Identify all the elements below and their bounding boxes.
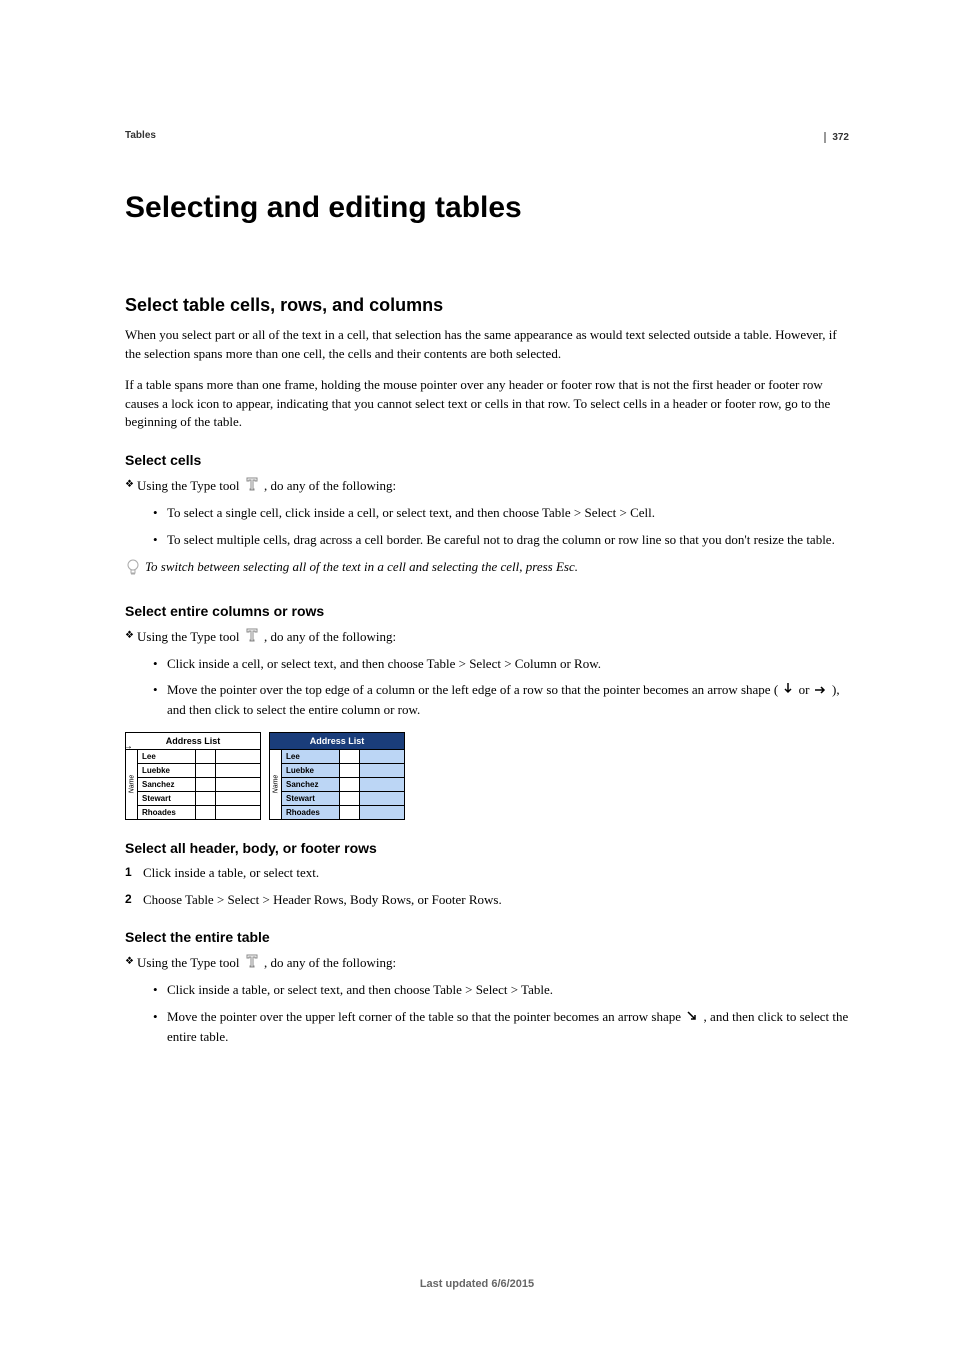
breadcrumb: Tables	[125, 130, 849, 141]
list-text: Using the Type tool , do any of the foll…	[137, 627, 396, 649]
mini-table-header-selected: Address List	[270, 733, 404, 750]
tip-text: To switch between selecting all of the t…	[145, 558, 578, 577]
bullet-icon: •	[153, 655, 167, 674]
list-text: Using the Type tool , do any of the foll…	[137, 476, 396, 498]
mini-cell: Stewart	[282, 792, 340, 805]
list-text: Using the Type tool , do any of the foll…	[137, 953, 396, 975]
type-tool-icon	[245, 476, 259, 498]
type-tool-icon	[245, 627, 259, 649]
mini-cell: Rhoades	[282, 806, 340, 819]
diamond-bullet-icon: ❖	[125, 629, 137, 644]
mini-table-after: Address List Name Lee Luebke Sanchez Ste…	[269, 732, 405, 820]
mini-cell: Luebke	[138, 764, 196, 777]
mini-cell: Luebke	[282, 764, 340, 777]
subsection-heading: Select all header, body, or footer rows	[125, 840, 849, 856]
arrow-diagonal-icon	[686, 1009, 698, 1028]
mini-side-label: Name	[128, 775, 135, 794]
list-text: Move the pointer over the top edge of a …	[167, 681, 849, 719]
bullet-icon: •	[153, 981, 167, 1000]
figure-column-selection: → Address List Name Lee Luebke Sanchez S…	[125, 732, 849, 820]
page-footer: Last updated 6/6/2015	[0, 1278, 954, 1290]
page-title: Selecting and editing tables	[125, 191, 849, 225]
list-text: To select multiple cells, drag across a …	[167, 531, 835, 550]
paragraph: If a table spans more than one frame, ho…	[125, 376, 849, 433]
mini-cell: Sanchez	[282, 778, 340, 791]
step-text: Click inside a table, or select text.	[143, 864, 319, 883]
step-number: 2	[125, 891, 143, 908]
mini-table-header: Address List	[126, 733, 260, 750]
type-tool-icon	[245, 953, 259, 975]
diamond-bullet-icon: ❖	[125, 478, 137, 493]
mini-side-label: Name	[272, 775, 279, 794]
step-number: 1	[125, 864, 143, 881]
lightbulb-icon	[125, 558, 145, 583]
page-number: 372	[824, 132, 849, 143]
arrow-right-icon	[815, 682, 827, 701]
arrow-down-icon	[783, 682, 793, 701]
list-text: Click inside a table, or select text, an…	[167, 981, 553, 1000]
bullet-icon: •	[153, 681, 167, 700]
subsection-heading: Select cells	[125, 452, 849, 468]
list-text: Click inside a cell, or select text, and…	[167, 655, 601, 674]
mini-cell: Stewart	[138, 792, 196, 805]
subsection-heading: Select entire columns or rows	[125, 603, 849, 619]
bullet-icon: •	[153, 504, 167, 523]
list-text: To select a single cell, click inside a …	[167, 504, 655, 523]
list-text: Move the pointer over the upper left cor…	[167, 1008, 849, 1046]
mini-table-before: → Address List Name Lee Luebke Sanchez S…	[125, 732, 261, 820]
bullet-icon: •	[153, 531, 167, 550]
subsection-heading: Select the entire table	[125, 929, 849, 945]
bullet-icon: •	[153, 1008, 167, 1027]
diamond-bullet-icon: ❖	[125, 955, 137, 970]
step-text: Choose Table > Select > Header Rows, Bod…	[143, 891, 502, 910]
paragraph: When you select part or all of the text …	[125, 326, 849, 364]
mini-cell: Lee	[138, 750, 196, 763]
mini-cell: Rhoades	[138, 806, 196, 819]
mini-cell: Lee	[282, 750, 340, 763]
section-heading: Select table cells, rows, and columns	[125, 295, 849, 316]
mini-cell: Sanchez	[138, 778, 196, 791]
